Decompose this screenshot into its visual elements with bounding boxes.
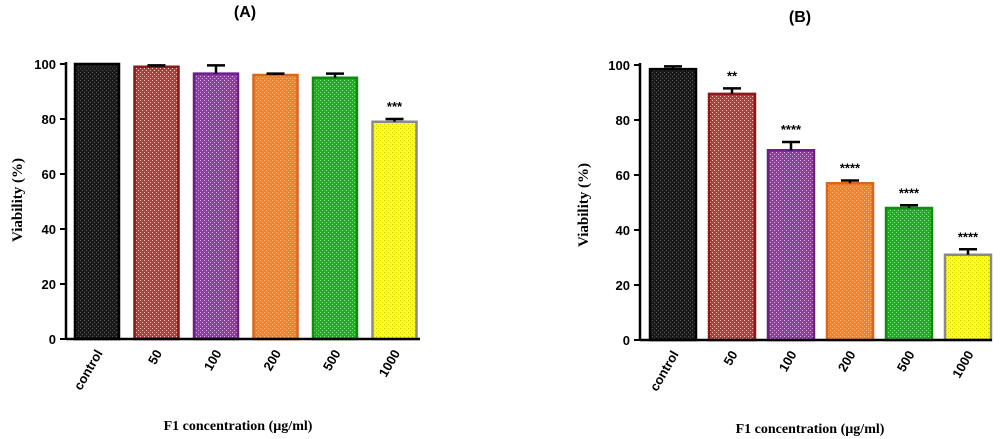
category-label-100: 100 — [776, 348, 800, 374]
bar-50 — [133, 65, 180, 341]
y-tick-label: 100 — [608, 58, 630, 73]
panel-a-label: (A) — [234, 4, 256, 21]
category-label-control: control — [647, 348, 682, 394]
panel-b-bars — [648, 67, 993, 342]
category-label-1000: 1000 — [376, 347, 403, 380]
y-tick-label: 20 — [42, 277, 56, 292]
y-tick-label: 0 — [623, 333, 630, 348]
category-label-500: 500 — [894, 348, 918, 374]
panel-a-x-axis-label: F1 concentration (µg/ml) — [164, 419, 313, 434]
y-tick-label: 80 — [42, 112, 56, 127]
panel-a-categories: control 50 100 200 500 1000 — [71, 347, 404, 393]
y-tick-label: 40 — [42, 222, 56, 237]
y-tick-label: 100 — [34, 57, 56, 72]
category-label-1000: 1000 — [949, 348, 976, 381]
significance-200: **** — [840, 161, 861, 176]
category-label-500: 500 — [320, 347, 344, 373]
significance-500: **** — [899, 185, 920, 200]
y-tick-label: 0 — [49, 332, 56, 347]
panel-b-label: (B) — [789, 9, 811, 26]
y-tick-label: 40 — [616, 223, 630, 238]
panel-b-x-axis-label: F1 concentration (µg/ml) — [736, 422, 885, 437]
y-tick-label: 80 — [616, 113, 630, 128]
significance-50: ** — [727, 68, 738, 83]
panel-b-significance: ****************** — [727, 68, 979, 244]
bar-100 — [192, 72, 240, 341]
category-label-50: 50 — [145, 347, 165, 367]
panel-b-y-ticks: 0 20 40 60 80 100 — [608, 58, 640, 348]
panel-b-error-bars — [664, 65, 977, 255]
bar-500 — [884, 206, 934, 342]
panel-a-y-ticks: 0 20 40 60 80 100 — [34, 57, 66, 347]
significance-1000: *** — [387, 99, 403, 114]
bar-1000 — [371, 120, 418, 341]
bar-100 — [766, 149, 816, 342]
bar-50 — [707, 92, 757, 342]
bar-200 — [252, 73, 299, 341]
panel-a-error-bars — [147, 64, 404, 122]
category-label-100: 100 — [201, 347, 225, 373]
bar-1000 — [943, 253, 993, 342]
panel-b-y-axis-label: Viability (%) — [576, 163, 592, 247]
y-tick-label: 60 — [42, 167, 56, 182]
category-label-200: 200 — [835, 348, 859, 374]
panel-a-significance: *** — [387, 99, 403, 114]
category-label-control: control — [71, 347, 106, 393]
bar-200 — [825, 182, 875, 342]
panel-b-axes — [638, 63, 992, 342]
significance-1000: **** — [958, 229, 979, 244]
category-label-200: 200 — [260, 347, 284, 373]
panel-a-bars — [73, 62, 418, 341]
category-label-50: 50 — [720, 348, 740, 368]
panel-b: (B) Viability (%) F1 concentration (µg/m… — [576, 9, 993, 437]
y-tick-label: 20 — [616, 278, 630, 293]
significance-100: **** — [781, 122, 802, 137]
panel-a-axes — [64, 62, 420, 341]
bar-control — [73, 62, 121, 341]
panel-b-categories: control 50 100 200 500 1000 — [647, 348, 977, 394]
panel-a-y-axis-label: Viability (%) — [10, 158, 26, 242]
y-tick-label: 60 — [616, 168, 630, 183]
bar-control — [648, 67, 698, 342]
bar-500 — [311, 76, 359, 341]
panel-a: (A) Viability (%) F1 concentration (µg/m… — [10, 4, 420, 434]
